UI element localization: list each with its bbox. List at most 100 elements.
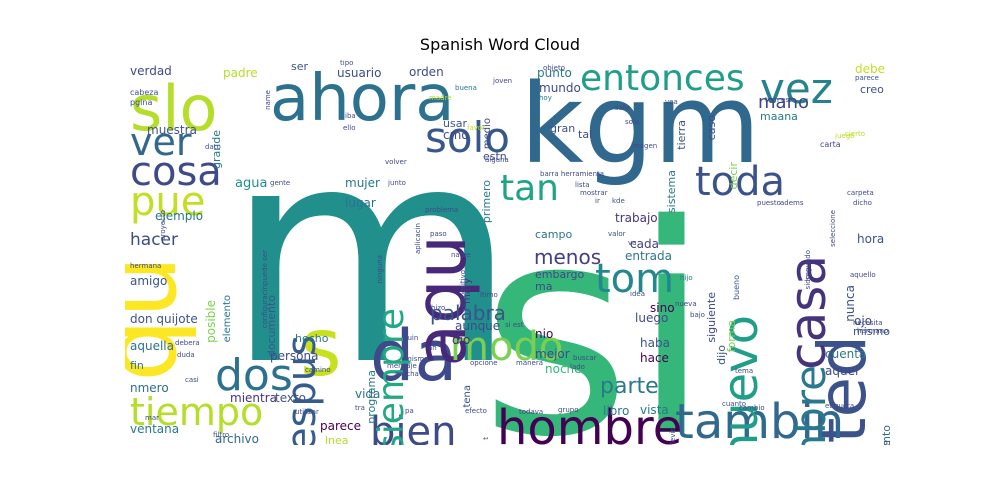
word-165: adems [780, 199, 804, 207]
word-134: lista [575, 181, 590, 189]
word-39: mujer [345, 176, 380, 190]
word-71: haba [640, 336, 670, 350]
word-128: ello [343, 124, 355, 132]
word-49: elemento [222, 295, 233, 342]
word-152: si est [505, 321, 524, 329]
word-0: m [225, 82, 517, 431]
word-170: dicho [853, 199, 872, 207]
word-17: casa [779, 255, 837, 370]
word-56: mientra [230, 391, 277, 405]
word-157: mensaje [387, 362, 417, 370]
word-193: dispositivo [459, 270, 467, 307]
word-60: parece [320, 419, 361, 433]
word-130: favor [467, 124, 485, 132]
word-36: agua [235, 176, 267, 191]
word-44: cada [630, 237, 659, 251]
word-27: pue [130, 179, 205, 225]
word-90: ser [291, 60, 308, 73]
word-33: mano [758, 92, 809, 113]
word-143: valor [608, 230, 626, 238]
word-16: nuevo [713, 315, 769, 445]
word-10: aqu [400, 235, 482, 367]
word-42: embargo [535, 268, 585, 281]
word-cloud-area: m si kgm qu slo ahora s da usted vez aqu entonces ta… [125, 60, 900, 445]
word-40: trabajo [615, 211, 658, 225]
word-12: tambin [675, 394, 844, 445]
word-26: cosa [130, 149, 222, 195]
word-75: forma [725, 320, 738, 352]
word-195: ninguna [376, 255, 384, 283]
word-166: segundo [804, 250, 812, 280]
word-189: etiqueta [825, 402, 854, 410]
word-28: ver [130, 120, 192, 164]
word-78: nunca [843, 285, 857, 322]
word-126: carta [820, 140, 841, 149]
word-151: ltimo [480, 291, 498, 299]
word-59: archivo [215, 432, 259, 445]
word-159: opcione [470, 359, 498, 367]
word-6: s [300, 301, 342, 394]
word-7: da [370, 315, 457, 397]
word-141: problema [425, 206, 458, 214]
word-102: tierra [675, 120, 688, 150]
word-171: hermana [130, 262, 161, 270]
word-87: grande [210, 130, 223, 169]
word-35: ejemplo [155, 209, 203, 223]
word-140: gente [270, 179, 290, 187]
word-97: estn [483, 150, 507, 163]
word-117: objeto [543, 64, 565, 72]
word-43: entrada [625, 249, 672, 263]
word-4: slo [130, 72, 217, 145]
word-147: idea [630, 290, 645, 298]
word-182: pa [405, 407, 414, 415]
word-92: orden [409, 65, 444, 79]
word-103: caso [705, 115, 718, 141]
word-72: luego [635, 311, 668, 325]
word-8: usted [804, 335, 881, 445]
word-190: name [264, 90, 272, 110]
word-77: bueno [732, 275, 741, 300]
word-164: puesto [757, 199, 781, 207]
word-15: bien [370, 409, 456, 445]
word-104: decir [727, 162, 740, 190]
word-111: cabeza [130, 88, 159, 97]
word-109: tena [462, 385, 473, 408]
word-70: hace [640, 351, 669, 365]
word-105: maana [760, 110, 798, 123]
word-19: tom [595, 256, 674, 302]
word-169: carpeta [847, 189, 874, 197]
word-138: junto [387, 179, 406, 187]
word-118: hoy [539, 94, 552, 102]
word-191: proyecto [159, 210, 167, 241]
word-2: kgm [520, 60, 761, 188]
word-125: cierto [845, 130, 865, 138]
word-153: quin [403, 334, 418, 342]
word-5: ahora [270, 62, 454, 136]
word-96: cmo [443, 128, 469, 142]
word-53: persona [270, 349, 319, 363]
word-101: sistema [665, 170, 678, 213]
word-29: tan [500, 168, 559, 209]
word-113: tipo [340, 60, 353, 67]
word-98: gran [550, 122, 575, 135]
word-174: necesita [853, 319, 883, 327]
word-167: sido [804, 275, 812, 289]
word-94: mundo [539, 81, 581, 95]
word-178: mar [145, 414, 159, 422]
word-107: debe [855, 62, 885, 76]
word-61: lnea [325, 434, 349, 445]
word-180: utilizar [295, 408, 319, 416]
word-123: parece [855, 74, 879, 82]
word-139: volver [385, 158, 407, 166]
word-115: buena [455, 84, 477, 92]
word-146: hijo [680, 274, 693, 282]
word-22: siempre [371, 308, 412, 445]
word-62: vida [355, 387, 380, 401]
word-124: juego [834, 132, 854, 140]
word-54: fin [130, 359, 144, 372]
word-136: kde [612, 197, 625, 205]
word-176: duda [177, 351, 195, 359]
word-186: t [482, 437, 490, 440]
word-137: ir [595, 197, 600, 205]
